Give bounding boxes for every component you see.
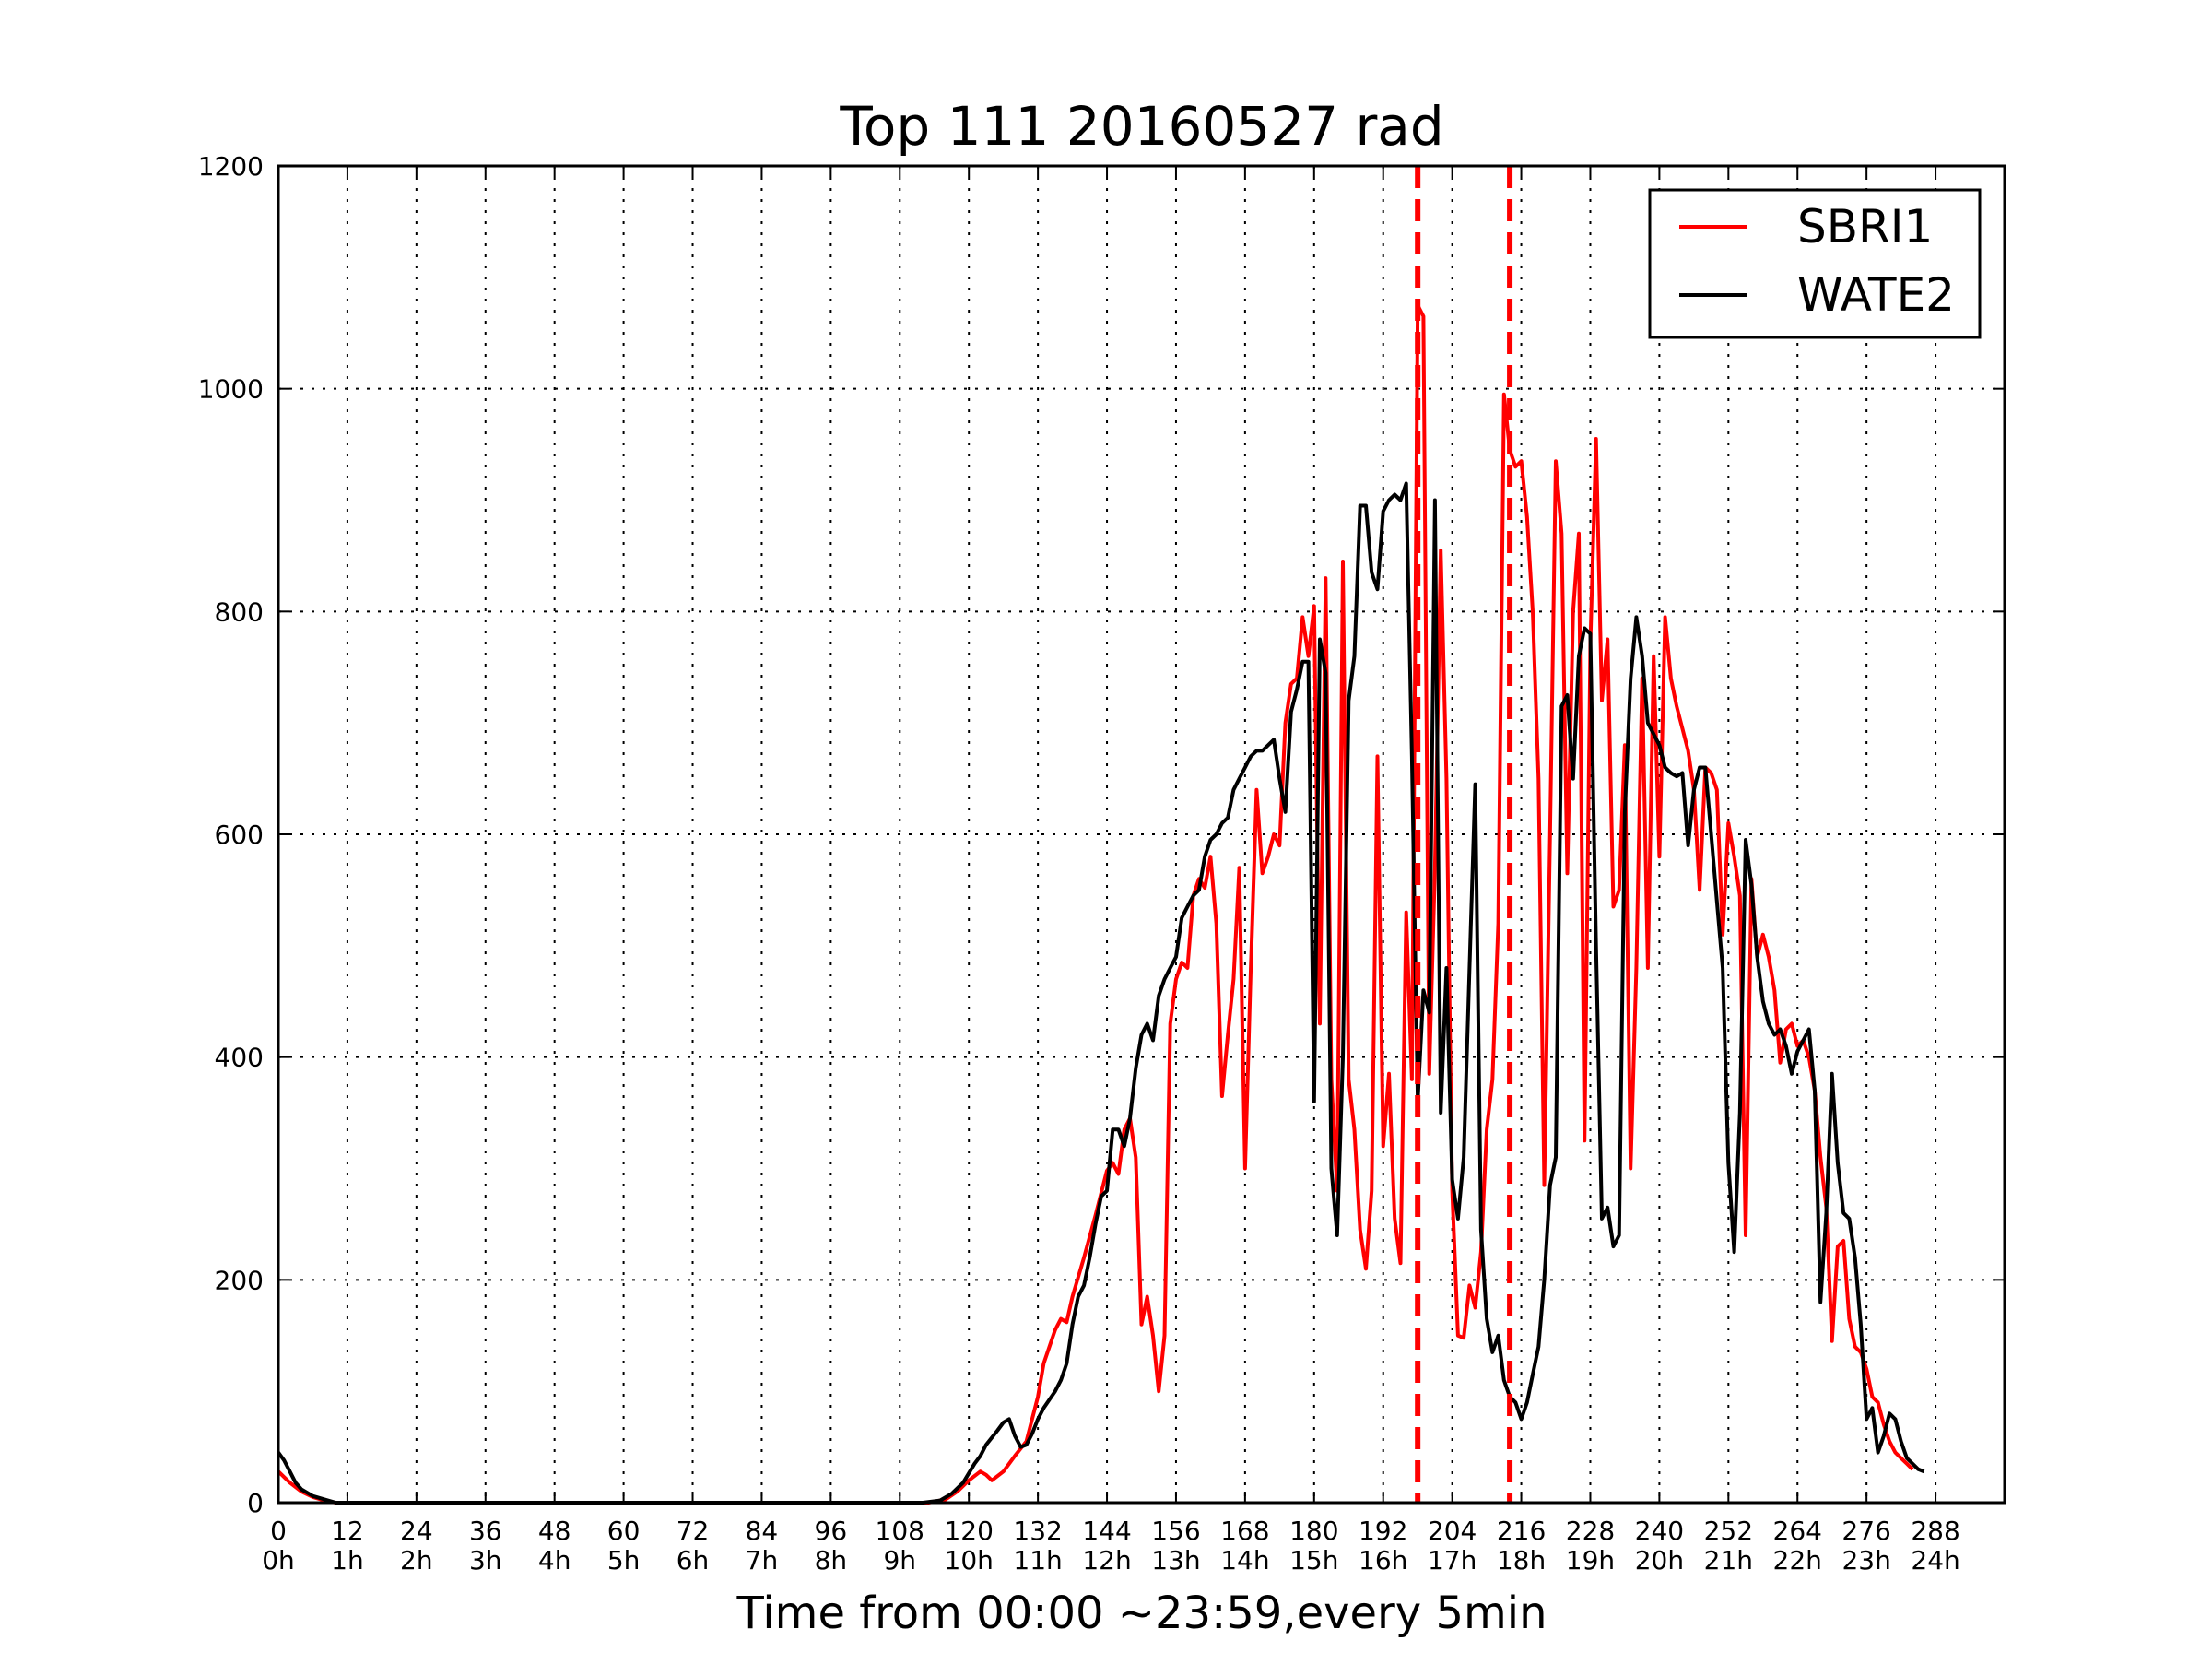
- x-tick-label: 24 2h: [400, 1516, 433, 1575]
- x-tick-label: 180 15h: [1289, 1516, 1338, 1575]
- y-tick-label: 400: [215, 1043, 264, 1073]
- x-tick-label: 0 0h: [262, 1516, 295, 1575]
- grid-layer: [278, 166, 2005, 1503]
- x-tick-label: 192 16h: [1359, 1516, 1407, 1575]
- x-tick-label: 144 12h: [1082, 1516, 1131, 1575]
- y-tick-label: 600: [215, 820, 264, 850]
- x-tick-label: 84 7h: [746, 1516, 779, 1575]
- x-tick-label: 276 23h: [1841, 1516, 1890, 1575]
- x-tick-label: 204 17h: [1428, 1516, 1477, 1575]
- series-layer: [276, 303, 1925, 1505]
- x-tick-label: 240 20h: [1635, 1516, 1684, 1575]
- x-tick-label: 60 5h: [607, 1516, 641, 1575]
- y-tick-label: 800: [215, 596, 264, 627]
- x-tick-label: 36 3h: [469, 1516, 502, 1575]
- x-tick-label: 120 10h: [944, 1516, 993, 1575]
- x-axis-label: Time from 00:00 ~23:59,every 5min: [736, 1587, 1547, 1639]
- legend: SBRI1 WATE2: [1648, 188, 1982, 339]
- x-tick-label: 96 8h: [815, 1516, 848, 1575]
- y-tick-label: 200: [215, 1265, 264, 1295]
- x-tick-label: 288 24h: [1911, 1516, 1959, 1575]
- x-tick-label: 72 6h: [677, 1516, 710, 1575]
- reference-lines: [1415, 166, 1513, 1503]
- series-line-sbri1: [276, 303, 1914, 1505]
- series-line-wate2: [276, 481, 1925, 1505]
- y-tick-label: 1000: [198, 374, 264, 405]
- chart-title: Top 111 20160527 rad: [839, 95, 1443, 158]
- x-tick-label: 48 4h: [538, 1516, 571, 1575]
- y-tick-label: 0: [247, 1488, 264, 1518]
- x-tick-label: 156 13h: [1151, 1516, 1200, 1575]
- x-tick-label: 12 1h: [331, 1516, 364, 1575]
- legend-label-sbri1: SBRI1: [1797, 200, 1933, 254]
- x-tick-label: 168 14h: [1220, 1516, 1269, 1575]
- legend-box: [1648, 188, 1982, 339]
- tick-layer: 0 0h 12 1h 24 2h 36 3h 48 4h 60 5h 72 6h 84 7h 96 8h 108 9h…: [198, 151, 2005, 1575]
- x-tick-label: 108 9h: [876, 1516, 924, 1575]
- x-tick-label: 216 18h: [1497, 1516, 1546, 1575]
- y-tick-label: 1200: [198, 151, 264, 182]
- x-tick-label: 228 19h: [1566, 1516, 1615, 1575]
- legend-label-wate2: WATE2: [1797, 268, 1955, 322]
- x-tick-label: 264 22h: [1773, 1516, 1822, 1575]
- x-tick-label: 132 11h: [1013, 1516, 1062, 1575]
- x-tick-label: 252 21h: [1704, 1516, 1753, 1575]
